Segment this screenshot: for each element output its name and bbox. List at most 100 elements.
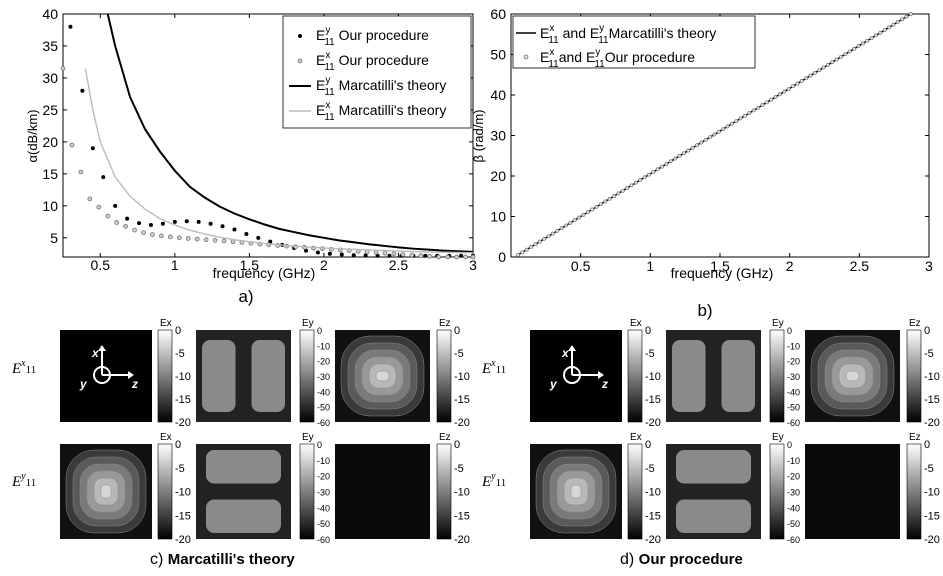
colorbar: [157, 329, 173, 423]
legend-label: Ey 11 Marcatilli's theory: [316, 75, 446, 98]
data-point: [908, 12, 913, 16]
chart-b: 0 10 20 30 40 50 60 0.5 1 1.5 2 2.5 3 frequency (GH…: [471, 6, 933, 320]
data-point: [808, 73, 813, 78]
colorbar-tick: -60: [317, 418, 330, 428]
data-point: [786, 87, 791, 91]
data-point: [655, 167, 660, 172]
data-point: [409, 252, 415, 258]
data-point: [125, 216, 130, 221]
data-point: [581, 212, 586, 217]
data-point: [391, 251, 397, 257]
colorbar-tick: -10: [924, 487, 940, 499]
data-point: [150, 232, 155, 237]
data-point: [738, 116, 743, 121]
colorbar-tick: -30: [787, 488, 800, 498]
data-point: [221, 238, 227, 244]
data-point: [185, 236, 191, 241]
arrowhead: [98, 345, 106, 351]
colorbar-tick: -10: [454, 371, 470, 383]
colorbar-tick: -5: [454, 463, 464, 475]
data-point: [232, 227, 237, 232]
ytick-label: 15: [42, 166, 58, 182]
data-point: [603, 199, 608, 204]
data-point: [874, 33, 878, 38]
series-line: [84, 68, 474, 254]
colorbar: [906, 329, 922, 423]
colorbar-tick: -15: [645, 394, 661, 406]
colorbar-tick: -20: [924, 417, 940, 429]
data-point: [616, 191, 621, 196]
field-contour: [375, 370, 390, 382]
data-point: [167, 234, 173, 240]
colorbar-title: Ez: [439, 318, 451, 329]
data-point: [132, 227, 137, 233]
data-point: [712, 132, 717, 137]
data-point: [68, 24, 73, 29]
data-point: [599, 202, 603, 207]
xtick-label: 2.5: [389, 257, 409, 273]
field-contour: [676, 450, 751, 484]
colorbar-tick: -10: [175, 371, 191, 383]
xtick-label: 1: [171, 257, 179, 273]
colorbar-tick: -50: [787, 403, 800, 413]
ytick-label: 30: [490, 128, 506, 144]
data-point: [725, 124, 730, 129]
legend-box: [512, 15, 756, 69]
colorbar-tick: -10: [924, 371, 940, 383]
colorbar-tick: -20: [317, 357, 330, 367]
data-point: [423, 253, 428, 258]
data-point: [69, 142, 75, 148]
colorbar-title: Ez: [909, 318, 921, 329]
colorbar-title: Ey: [772, 432, 784, 443]
colorbar-tick: -20: [645, 534, 661, 546]
data-point: [327, 251, 332, 256]
colorbar-tick: 0: [317, 326, 322, 336]
data-point: [795, 81, 800, 86]
data-point: [208, 221, 213, 226]
colorbar-tick: 0: [645, 325, 651, 337]
axis-label-z: z: [601, 377, 608, 391]
data-point: [244, 231, 249, 236]
data-point: [904, 14, 909, 19]
data-point: [686, 148, 691, 153]
ytick-label: 30: [42, 70, 58, 86]
field-contour: [672, 340, 706, 412]
colorbar-tick: -15: [645, 510, 661, 522]
colorbar-tick: -5: [924, 463, 934, 475]
data-point: [642, 175, 647, 180]
data-point: [856, 44, 861, 49]
xtick-label: 2: [320, 257, 328, 273]
data-point: [716, 129, 721, 134]
data-point: [315, 250, 320, 255]
xtick-label: 3: [925, 258, 933, 274]
ytick-label: 25: [42, 102, 58, 118]
colorbar-tick: -10: [175, 487, 191, 499]
colorbar-title: Ex: [630, 318, 642, 329]
data-point: [891, 22, 896, 27]
data-point: [826, 62, 830, 67]
data-point: [520, 250, 525, 255]
data-point: [90, 146, 95, 151]
colorbar-tick: -15: [924, 394, 940, 406]
colorbar-tick: -15: [924, 510, 940, 522]
data-point: [843, 52, 848, 57]
chart-a-yticks: 5 10 15 20 25 30 35 40: [42, 6, 473, 246]
data-point: [203, 237, 209, 243]
xtick-label: 2: [786, 258, 794, 274]
data-point: [734, 119, 739, 124]
data-point: [882, 28, 887, 32]
data-point: [176, 235, 182, 241]
data-point: [778, 92, 782, 97]
axis-label-y: y: [79, 377, 88, 391]
panel-caption: c) Marcatilli's theory: [150, 551, 295, 568]
data-point: [194, 236, 200, 242]
data-point: [559, 226, 564, 231]
colorbar-tick: -20: [787, 357, 800, 367]
data-point: [572, 218, 577, 223]
ytick-label: 40: [490, 87, 506, 103]
chart-b-yticks: 0 10 20 30 40 50 60: [490, 6, 929, 265]
colorbar-tick: -5: [924, 348, 934, 360]
colorbar-tick: 0: [454, 439, 460, 451]
data-point: [633, 180, 638, 185]
